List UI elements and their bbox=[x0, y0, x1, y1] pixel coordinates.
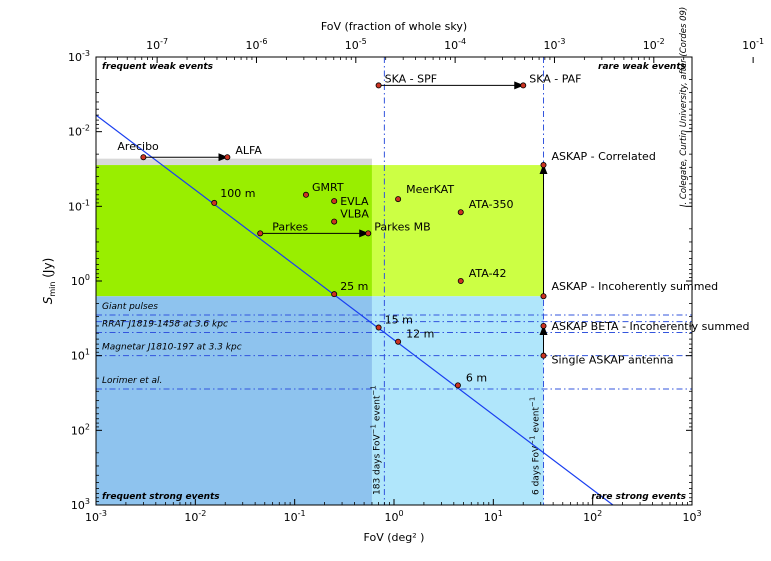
point-label-meerkat: MeerKAT bbox=[406, 183, 454, 196]
point-12-m bbox=[395, 338, 402, 345]
point-ata-350 bbox=[457, 209, 464, 216]
point-label-alfa: ALFA bbox=[235, 144, 262, 157]
region-green-region-left bbox=[96, 165, 372, 297]
sensitivity-line bbox=[96, 114, 614, 505]
point-parkes-mb bbox=[365, 230, 372, 237]
point-label-ata-350: ATA-350 bbox=[469, 198, 514, 211]
point-ata-42 bbox=[457, 277, 464, 284]
corner-label-top-left: frequent weak events bbox=[102, 62, 214, 72]
point-label-askap-incoherently-summed: ASKAP - Incoherently summed bbox=[552, 280, 719, 293]
point-label-evla: EVLA bbox=[340, 195, 369, 208]
point-label-parkes: Parkes bbox=[272, 220, 308, 233]
point-label-askap-correlated: ASKAP - Correlated bbox=[552, 150, 656, 163]
credit-text: I. Colegate, Curtin University, after (C… bbox=[679, 7, 689, 207]
x-tick-label-5: 102 bbox=[583, 509, 602, 524]
point-25-m bbox=[331, 291, 338, 298]
point-single-askap-antenna bbox=[540, 352, 547, 359]
point-100-m bbox=[211, 199, 218, 206]
y-tick-label-5: 102 bbox=[71, 422, 90, 437]
point-label-12-m: 12 m bbox=[406, 328, 434, 341]
top-tick-label-4: 10-3 bbox=[543, 37, 565, 52]
corner-label-bottom-left: frequent strong events bbox=[102, 492, 220, 502]
point-label-ska-paf: SKA - PAF bbox=[529, 72, 581, 85]
y-tick-label-2: 10-1 bbox=[68, 198, 90, 213]
reference-label-rrat-j1819-1458-at-3-6-kpc: RRAT J1819-1458 at 3.6 kpc bbox=[102, 320, 228, 330]
top-tick-label-0: 10-7 bbox=[146, 37, 168, 52]
point-15-m bbox=[375, 324, 382, 331]
corner-label-bottom-right: rare strong events bbox=[591, 492, 686, 502]
point-6-m bbox=[454, 382, 461, 389]
top-tick-label-6: 10-1 bbox=[742, 37, 764, 52]
x-axis-title: FoV (deg² ) bbox=[364, 531, 425, 544]
point-arecibo bbox=[140, 154, 147, 161]
top-tick-label-2: 10-5 bbox=[345, 37, 367, 52]
point-askap-correlated bbox=[540, 162, 547, 169]
point-label-ata-42: ATA-42 bbox=[469, 267, 507, 280]
point-label-100-m: 100 m bbox=[220, 187, 255, 200]
region-blue-region-right bbox=[371, 296, 544, 505]
fov-line-label-1: 6 days FoV−1 event−1 bbox=[529, 397, 542, 495]
region-grey-strip bbox=[96, 158, 372, 166]
point-label-single-askap-antenna: Single ASKAP antenna bbox=[552, 354, 674, 367]
x-tick-label-0: 10-3 bbox=[85, 509, 107, 524]
point-label-25-m: 25 m bbox=[340, 280, 368, 293]
point-askap-beta-incoherently-summed bbox=[540, 322, 547, 329]
region-blue-region-left bbox=[96, 296, 372, 505]
point-askap-incoherently-summed bbox=[540, 293, 547, 300]
top-tick-label-1: 10-6 bbox=[245, 37, 267, 52]
x-tick-label-4: 101 bbox=[484, 509, 503, 524]
reference-label-lorimer-et-al: Lorimer et al. bbox=[102, 376, 162, 386]
point-label-6-m: 6 m bbox=[466, 371, 487, 384]
point-label-arecibo: Arecibo bbox=[117, 140, 159, 153]
region-green-region-right bbox=[371, 165, 544, 297]
point-vlba bbox=[331, 218, 338, 225]
point-ska-paf bbox=[520, 82, 527, 89]
point-label-askap-beta-incoherently-summed: ASKAP BETA - Incoherently summed bbox=[552, 320, 750, 333]
x-tick-label-6: 103 bbox=[682, 509, 701, 524]
point-label-15-m: 15 m bbox=[385, 314, 413, 327]
y-tick-label-0: 10-3 bbox=[68, 49, 90, 64]
point-evla bbox=[331, 198, 338, 205]
top-axis-title: FoV (fraction of whole sky) bbox=[321, 20, 467, 33]
point-ska-spf bbox=[375, 82, 382, 89]
top-tick-label-5: 10-2 bbox=[643, 37, 665, 52]
x-tick-label-1: 10-2 bbox=[184, 509, 206, 524]
y-axis-title: Smin (Jy) bbox=[41, 258, 57, 305]
y-tick-label-6: 103 bbox=[71, 497, 90, 512]
y-tick-label-4: 101 bbox=[71, 348, 90, 363]
point-label-vlba: VLBA bbox=[340, 208, 369, 221]
point-alfa bbox=[224, 154, 231, 161]
point-label-ska-spf: SKA - SPF bbox=[385, 72, 437, 85]
point-label-parkes-mb: Parkes MB bbox=[374, 220, 430, 233]
corner-label-top-right: rare weak events bbox=[598, 62, 687, 72]
y-tick-label-1: 10-2 bbox=[68, 124, 90, 139]
reference-label-magnetar-j1810-197-at-3-3-kpc: Magnetar J1810-197 at 3.3 kpc bbox=[102, 343, 242, 353]
fov-line-label-0: 183 days FoV−1 event−1 bbox=[369, 385, 382, 495]
reference-label-giant-pulses: Giant pulses bbox=[102, 302, 158, 312]
point-label-gmrt: GMRT bbox=[312, 181, 344, 194]
top-tick-label-3: 10-4 bbox=[444, 37, 466, 52]
point-parkes bbox=[257, 230, 264, 237]
x-tick-label-3: 100 bbox=[384, 509, 403, 524]
x-tick-label-2: 10-1 bbox=[284, 509, 306, 524]
y-tick-label-3: 100 bbox=[71, 273, 90, 288]
point-gmrt bbox=[302, 191, 309, 198]
point-meerkat bbox=[395, 196, 402, 203]
